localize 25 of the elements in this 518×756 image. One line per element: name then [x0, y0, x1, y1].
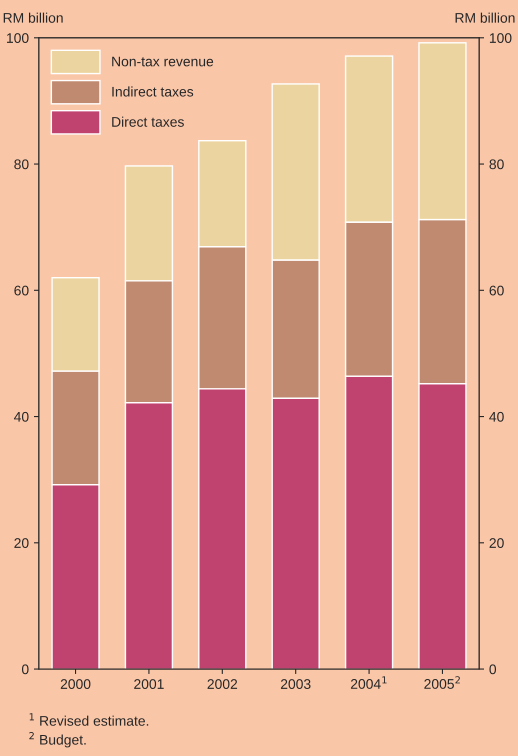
- y-axis-title: RM billion: [4, 12, 63, 23]
- legend-label: Non-tax revenue: [112, 56, 214, 66]
- y-tick-label: 0: [22, 664, 29, 674]
- y-tick-label: 60: [14, 286, 29, 296]
- x-tick-label: 2004$^{1}$: [350, 676, 387, 689]
- text: $^{2}$ Budget.: [29, 732, 86, 748]
- x-tick-label: 2002: [208, 679, 238, 689]
- text: $^{1}$ Revised estimate.: [30, 713, 148, 726]
- y2-axis-title: RM billion: [456, 12, 515, 23]
- legend-label: Indirect taxes: [112, 86, 194, 97]
- y-tick-label: 20: [14, 538, 29, 548]
- y2-tick-label: 80: [489, 159, 504, 170]
- y2-tick-label: 60: [490, 286, 504, 296]
- x-tick-label: 2005$^{2}$: [424, 676, 460, 689]
- x-tick-label: 2000: [60, 679, 90, 689]
- y-tick-label: 100: [7, 33, 29, 43]
- y-tick-label: 80: [14, 159, 29, 170]
- legend-label: Direct taxes: [112, 116, 184, 127]
- y2-tick-label: 20: [490, 538, 504, 548]
- x-tick-label: 2003: [280, 679, 311, 689]
- x-tick-label: 2001: [134, 679, 164, 689]
- y2-tick-label: 100: [490, 33, 512, 43]
- y-tick-label: 40: [14, 412, 29, 422]
- y2-tick-label: 0: [489, 664, 496, 674]
- y2-tick-label: 40: [489, 412, 504, 422]
